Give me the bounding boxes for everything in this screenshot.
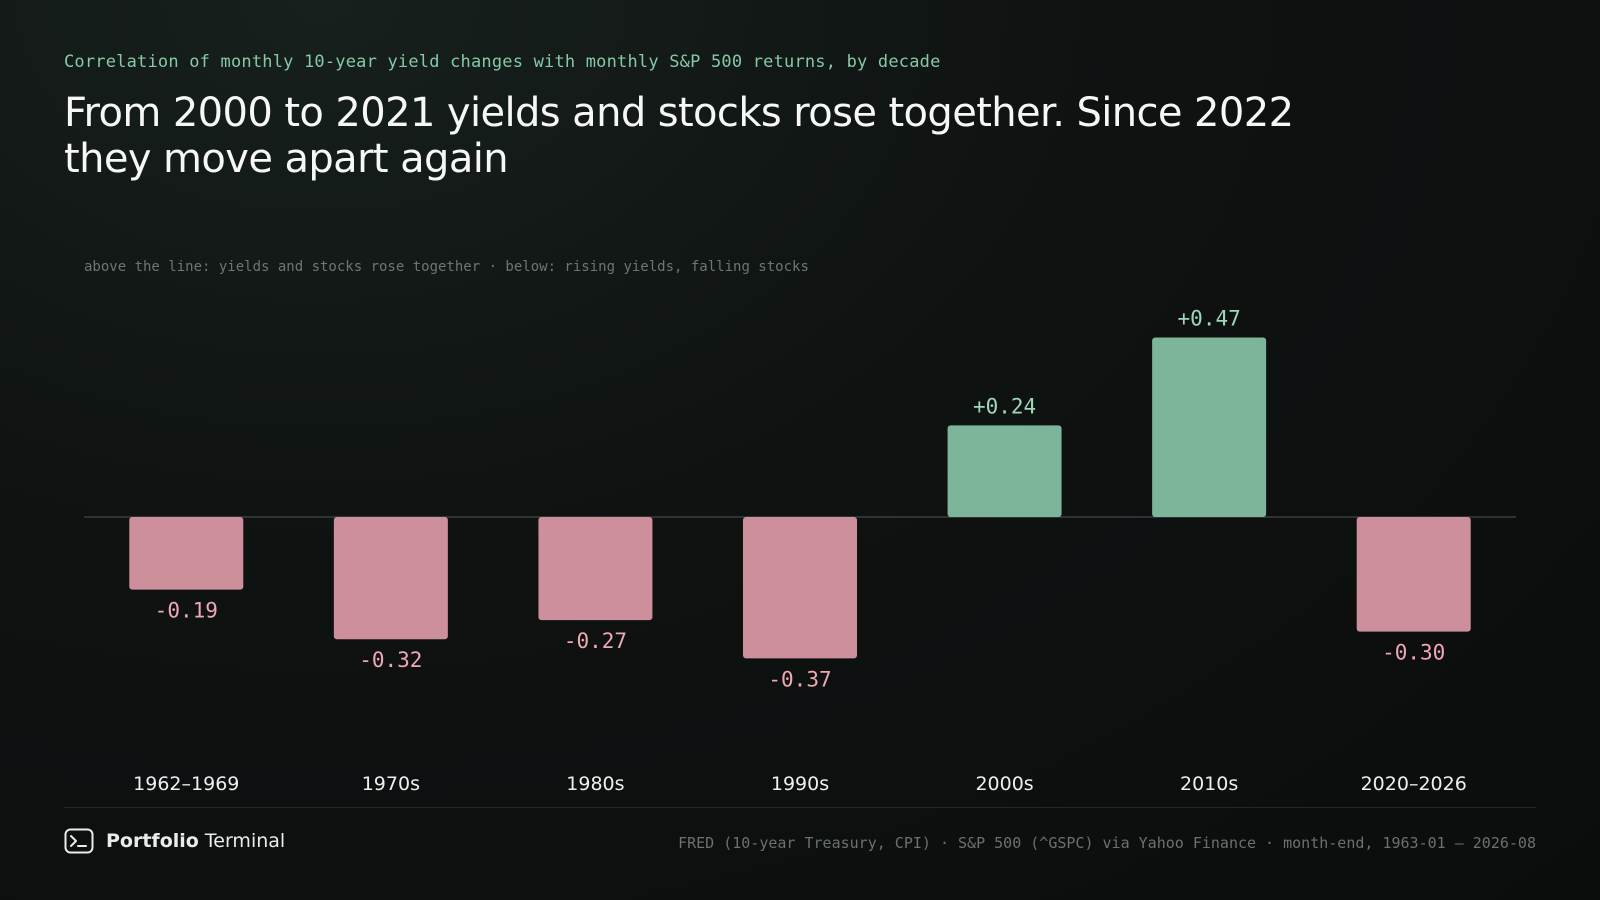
value-label-2: -0.27: [564, 629, 627, 653]
category-label-1: 1970s: [362, 773, 420, 795]
value-label-4: +0.24: [973, 394, 1036, 418]
chart-subtitle: Correlation of monthly 10-year yield cha…: [64, 52, 941, 72]
chart-note: above the line: yields and stocks rose t…: [84, 259, 809, 275]
value-label-6: -0.30: [1382, 641, 1445, 665]
category-label-5: 2010s: [1180, 773, 1238, 795]
terminal-icon: [64, 828, 94, 854]
value-label-1: -0.32: [359, 648, 422, 672]
bar-5: [1152, 337, 1267, 517]
category-label-3: 1990s: [771, 773, 829, 795]
source-note: FRED (10-year Treasury, CPI) · S&P 500 (…: [678, 834, 1536, 852]
brand-name-bold: Portfolio: [106, 830, 199, 852]
category-label-4: 2000s: [975, 773, 1033, 795]
value-label-5: +0.47: [1178, 306, 1241, 330]
brand-logo: Portfolio Terminal: [64, 828, 285, 854]
value-label-0: -0.19: [155, 599, 218, 623]
page-title: From 2000 to 2021 yields and stocks rose…: [64, 90, 1294, 182]
category-label-6: 2020–2026: [1361, 773, 1467, 795]
category-label-0: 1962–1969: [133, 773, 239, 795]
bar-0: [129, 517, 244, 590]
bar-3: [743, 517, 857, 659]
bar-6: [1356, 517, 1471, 632]
value-label-3: -0.37: [768, 667, 831, 691]
footer-divider: [64, 807, 1536, 808]
bar-2: [538, 517, 653, 621]
category-label-2: 1980s: [566, 773, 624, 795]
bar-4: [947, 425, 1062, 517]
brand-name-rest: Terminal: [204, 830, 286, 852]
bar-1: [333, 517, 448, 640]
